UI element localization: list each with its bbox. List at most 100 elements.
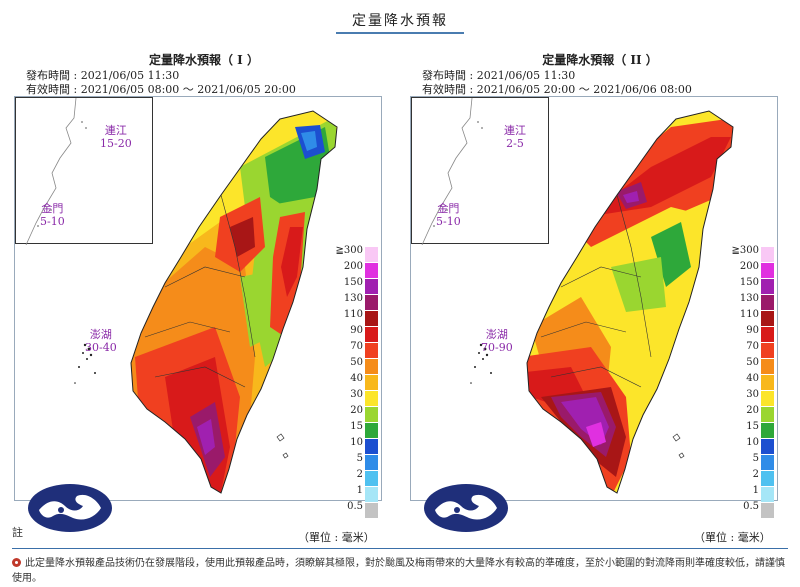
legend-swatch [761,439,774,454]
page-title: 定量降水預報 [352,13,448,29]
valid-time: 有效時間 : 2021/06/05 20:00 ～ 2021/06/06 08:… [422,83,692,96]
penghu-name: 澎湖 [485,328,508,341]
matsu-label: 連江 2-5 [504,124,526,150]
legend-swatch [365,455,378,470]
legend-row: 130 [734,293,774,310]
forecast-panel-2: 定量降水預報（ II ） 發布時間 : 2021/06/05 11:30 有效時… [408,48,792,544]
legend-value: 0.5 [743,501,759,512]
legend-row: 200 [338,261,378,278]
kinmen-label: 金門 5-10 [436,202,461,228]
legend-row: ≧300 [335,245,378,262]
legend-value: 200 [739,261,759,272]
legend-swatch [365,439,378,454]
bullet-icon [12,558,21,567]
legend-swatch [761,407,774,422]
legend-value: 10 [350,437,363,448]
legend-swatch [365,247,378,262]
legend-value: 40 [746,373,759,384]
legend-row: 2 [734,469,774,486]
legend-value: 110 [739,309,759,320]
legend-swatch [365,279,378,294]
legend-value: 150 [343,277,363,288]
legend-swatch [365,343,378,358]
legend-value: 20 [350,405,363,416]
legend-row: 5 [734,453,774,470]
legend-value: 150 [739,277,759,288]
legend-swatch [761,455,774,470]
legend-value: 50 [746,357,759,368]
valid-time: 有效時間 : 2021/06/05 08:00 ～ 2021/06/05 20:… [26,83,296,96]
legend-swatch [761,263,774,278]
legend-row: 110 [734,309,774,326]
legend-swatch [761,423,774,438]
legend-row: 2 [338,469,378,486]
legend-swatch [365,407,378,422]
legend-row: 50 [338,357,378,374]
legend-row: 70 [338,341,378,358]
legend-swatch [365,295,378,310]
legend-row: 70 [734,341,774,358]
legend-row: 200 [734,261,774,278]
issue-time: 發布時間 : 2021/06/05 11:30 [26,69,180,82]
legend-row: 20 [338,405,378,422]
legend-swatch [365,263,378,278]
matsu-name: 連江 [504,124,526,137]
legend-value: 70 [350,341,363,352]
matsu-name: 連江 [104,124,127,137]
legend-value: 10 [746,437,759,448]
penghu-range: 30-40 [85,341,117,354]
outlying-islands-inset: 連江 15-20 金門 5-10 [15,97,153,246]
legend-row: 10 [338,437,378,454]
rainfall-map[interactable]: 連江 15-20 金門 5-10 澎湖 30-40 ≧300 200 150 1… [14,96,382,544]
legend-value: 1 [752,485,759,496]
legend-swatch [761,503,774,518]
legend-swatch [761,295,774,310]
legend-swatch [761,359,774,374]
legend-row: 110 [338,309,378,326]
kinmen-name: 金門 [41,202,64,215]
matsu-range: 2-5 [506,137,524,150]
kinmen-name: 金門 [437,202,460,215]
disclaimer-text: 此定量降水預報產品技術仍在發展階段，使用此預報產品時，須瞭解其極限，對於颱風及梅… [12,558,785,584]
legend-swatch [365,391,378,406]
legend-row: ≧300 [731,245,774,262]
legend-row: 20 [734,405,774,422]
legend-swatch [761,375,774,390]
legend-value: 200 [343,261,363,272]
legend-row: 0.5 [338,501,378,518]
rainfall-map[interactable]: 連江 2-5 金門 5-10 澎湖 70-90 ≧300 200 150 130… [410,96,778,544]
legend-swatch [365,375,378,390]
legend-swatch [761,311,774,326]
legend-value: 15 [350,421,363,432]
matsu-range: 15-20 [100,137,132,150]
legend-swatch [365,327,378,342]
legend-row: 5 [338,453,378,470]
color-legend: ≧300 200 150 130 110 90 70 50 40 30 20 1… [335,245,378,525]
legend-value: 0.5 [347,501,363,512]
notes-divider [12,548,788,549]
kinmen-range: 5-10 [436,215,461,228]
legend-value: 90 [350,325,363,336]
legend-swatch [761,343,774,358]
legend-swatch [365,311,378,326]
issue-time: 發布時間 : 2021/06/05 11:30 [422,69,576,82]
legend-swatch [761,327,774,342]
penghu-name: 澎湖 [89,328,112,341]
legend-value: 20 [746,405,759,416]
legend-swatch [365,423,378,438]
legend-row: 15 [734,421,774,438]
unit-label: （單位 : 毫米） [694,531,771,544]
title-underline [336,32,464,34]
legend-value: ≧300 [335,245,363,256]
legend-row: 90 [734,325,774,342]
coastline-sketch [421,97,483,246]
taiwan-rainfall-map-2 [470,110,734,494]
legend-value: 1 [356,485,363,496]
kinmen-label: 金門 5-10 [40,202,65,228]
legend-row: 30 [338,389,378,406]
color-legend: ≧300 200 150 130 110 90 70 50 40 30 20 1… [731,245,774,525]
disclaimer-note: 此定量降水預報產品技術仍在發展階段，使用此預報產品時，須瞭解其極限，對於颱風及梅… [12,556,788,586]
panel-title: 定量降水預報（ II ） [542,53,658,67]
legend-value: ≧300 [731,245,759,256]
legend-value: 2 [356,469,363,480]
